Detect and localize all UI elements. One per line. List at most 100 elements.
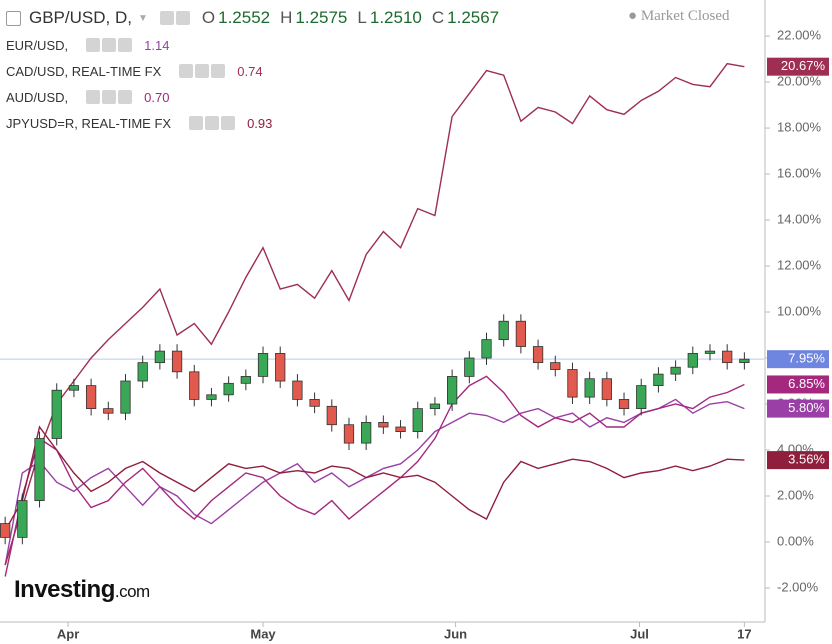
gear-icon[interactable] [102, 38, 117, 52]
close-icon[interactable] [211, 64, 226, 78]
main-row: GBP/USD, D, ▼ O 1.2552 H 1.2575 L 1.2510 C 1.25… [6, 4, 499, 32]
eye-icon[interactable] [86, 90, 101, 104]
candle-body [704, 350, 716, 354]
y-tick-label: 0.00% [777, 533, 814, 548]
price-tag [767, 451, 829, 470]
price-tag-label: 5.80% [788, 400, 825, 415]
x-tick-label: May [250, 626, 276, 641]
series-last: 1.14 [144, 37, 170, 53]
candle-body [257, 353, 269, 377]
candle-body [292, 380, 303, 400]
close-icon[interactable] [221, 116, 236, 130]
candle-body [498, 320, 509, 341]
gear-icon[interactable] [102, 90, 117, 104]
candle-body [189, 371, 200, 400]
logo: Investing.com [14, 576, 150, 604]
price-tag-label: 3.56% [788, 452, 825, 467]
candle-body [361, 422, 372, 444]
y-tick-label: 18.00% [777, 120, 822, 135]
eye-icon[interactable] [189, 116, 204, 130]
candle-body [171, 350, 183, 373]
legend-row: AUD/USD, 0.70 [6, 84, 499, 110]
logo-suffix: .com [114, 582, 150, 601]
series-name: EUR/USD, [6, 37, 69, 53]
ohlc-value: 1.2552 [218, 8, 271, 27]
y-tick-label: 10.00% [777, 303, 822, 318]
candle-body [17, 500, 28, 538]
candle-body [68, 385, 80, 391]
candle-body [481, 339, 492, 359]
candle-body [446, 376, 458, 405]
price-tag [767, 375, 829, 394]
y-tick-label: 22.00% [777, 28, 822, 43]
candle-body [515, 320, 527, 347]
ohlc-label: H [280, 8, 293, 27]
candle-body [429, 403, 441, 410]
y-tick-label: 14.00% [777, 211, 822, 226]
candle-body [223, 382, 234, 396]
logo-bold: Investing [14, 576, 115, 603]
x-tick-label: Jun [444, 626, 467, 641]
ohlc-label: L [357, 8, 367, 27]
eye-icon[interactable] [179, 64, 194, 78]
series-name: AUD/USD, [6, 89, 69, 105]
candle-body [395, 426, 406, 433]
candle-body [0, 523, 11, 538]
legend-row: CAD/USD, REAL-TIME FX 0.74 [6, 58, 499, 84]
candle-body [275, 353, 286, 382]
series-name: JPYUSD=R, REAL-TIME FX [6, 115, 172, 131]
candle-body [412, 408, 423, 433]
candle-body [154, 350, 166, 364]
price-tag-label: 7.95% [788, 351, 825, 366]
x-tick-label: 17 [737, 626, 751, 641]
legend-row: JPYUSD=R, REAL-TIME FX 0.93 [6, 110, 499, 136]
status-text: Market Closed [640, 8, 730, 24]
eye-icon[interactable] [86, 38, 101, 52]
price-tag-label: 6.85% [788, 376, 825, 391]
gear-icon[interactable] [195, 64, 210, 78]
candle-body [584, 378, 595, 398]
gear-icon[interactable] [175, 11, 190, 25]
ohlc-label: O [201, 8, 216, 27]
ohlc-value: 1.2575 [295, 8, 348, 27]
eye-icon[interactable] [159, 11, 174, 25]
ohlc-value: 1.2510 [369, 8, 422, 27]
candle-body [653, 373, 664, 387]
candle-body [550, 362, 561, 370]
candle-body [532, 346, 544, 364]
candle-body [567, 369, 578, 398]
series-line [4, 398, 745, 566]
candle-body [464, 357, 475, 377]
candle-body [137, 362, 148, 382]
main-symbol: GBP/USD, D, [29, 8, 132, 27]
x-tick-label: Jul [630, 626, 649, 641]
y-tick-label: 12.00% [777, 257, 822, 272]
close-icon[interactable] [118, 38, 133, 52]
candle-body [103, 408, 114, 414]
candle-body [34, 438, 45, 501]
caret[interactable]: ▼ [137, 12, 148, 24]
series-line [4, 425, 745, 531]
candle-body [636, 385, 647, 410]
y-tick-label: 16.00% [777, 166, 822, 181]
candle-body [240, 376, 251, 384]
ohlc-label: C [431, 8, 445, 27]
series-last: 0.93 [247, 115, 273, 131]
candle-body [378, 422, 389, 428]
candle-body [670, 366, 681, 375]
price-tag [767, 399, 829, 418]
candle-body [687, 353, 698, 368]
candle-body [120, 380, 131, 414]
candle-body [618, 399, 630, 410]
candle-body [722, 350, 733, 364]
status: ● Market Closed [628, 8, 730, 24]
close-icon[interactable] [118, 90, 133, 104]
gear-icon[interactable] [205, 116, 220, 130]
candle-body [85, 385, 97, 410]
price-tag [767, 350, 829, 369]
candle-body [309, 399, 320, 407]
collapse-icon[interactable] [6, 10, 21, 26]
candle-body [51, 389, 62, 439]
series-name: CAD/USD, REAL-TIME FX [6, 63, 162, 79]
